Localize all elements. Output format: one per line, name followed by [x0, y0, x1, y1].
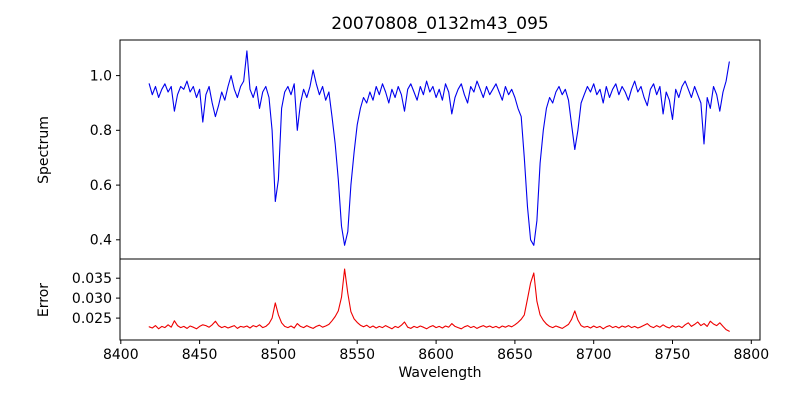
spectrum-y-tick-label: 0.4 [90, 233, 112, 249]
x-tick-label: 8500 [261, 347, 297, 363]
spectrum-y-tick-label: 0.6 [90, 178, 112, 194]
error-y-tick-label: 0.025 [72, 311, 112, 327]
spectrum-y-tick-label: 0.8 [90, 123, 112, 139]
x-tick-label: 8550 [339, 347, 375, 363]
y-axis-label-spectrum: Spectrum [36, 116, 52, 184]
error-line [148, 268, 730, 332]
error-axes-frame [119, 258, 761, 341]
y-axis-label-error: Error [36, 283, 52, 317]
spectrum-line [148, 50, 730, 246]
x-tick-label: 8750 [655, 347, 691, 363]
x-tick-label: 8400 [103, 347, 139, 363]
plot-title: 20070808_0132m43_095 [331, 14, 548, 34]
spectrum-axes-frame [119, 39, 761, 260]
axis-ticks: 0.4 0.6 0.8 1.0 0.025 0.030 0.035 8400 8450 8500 8… [72, 69, 769, 364]
x-tick-label: 8700 [576, 347, 612, 363]
x-tick-label: 8650 [497, 347, 533, 363]
error-y-tick-label: 0.030 [72, 291, 112, 307]
error-y-tick-label: 0.035 [72, 271, 112, 287]
x-axis-label: Wavelength [398, 365, 481, 381]
x-tick-label: 8800 [733, 347, 769, 363]
x-tick-label: 8450 [182, 347, 218, 363]
spectrum-y-tick-label: 1.0 [90, 69, 112, 85]
x-tick-label: 8600 [418, 347, 454, 363]
data-lines [148, 50, 730, 332]
